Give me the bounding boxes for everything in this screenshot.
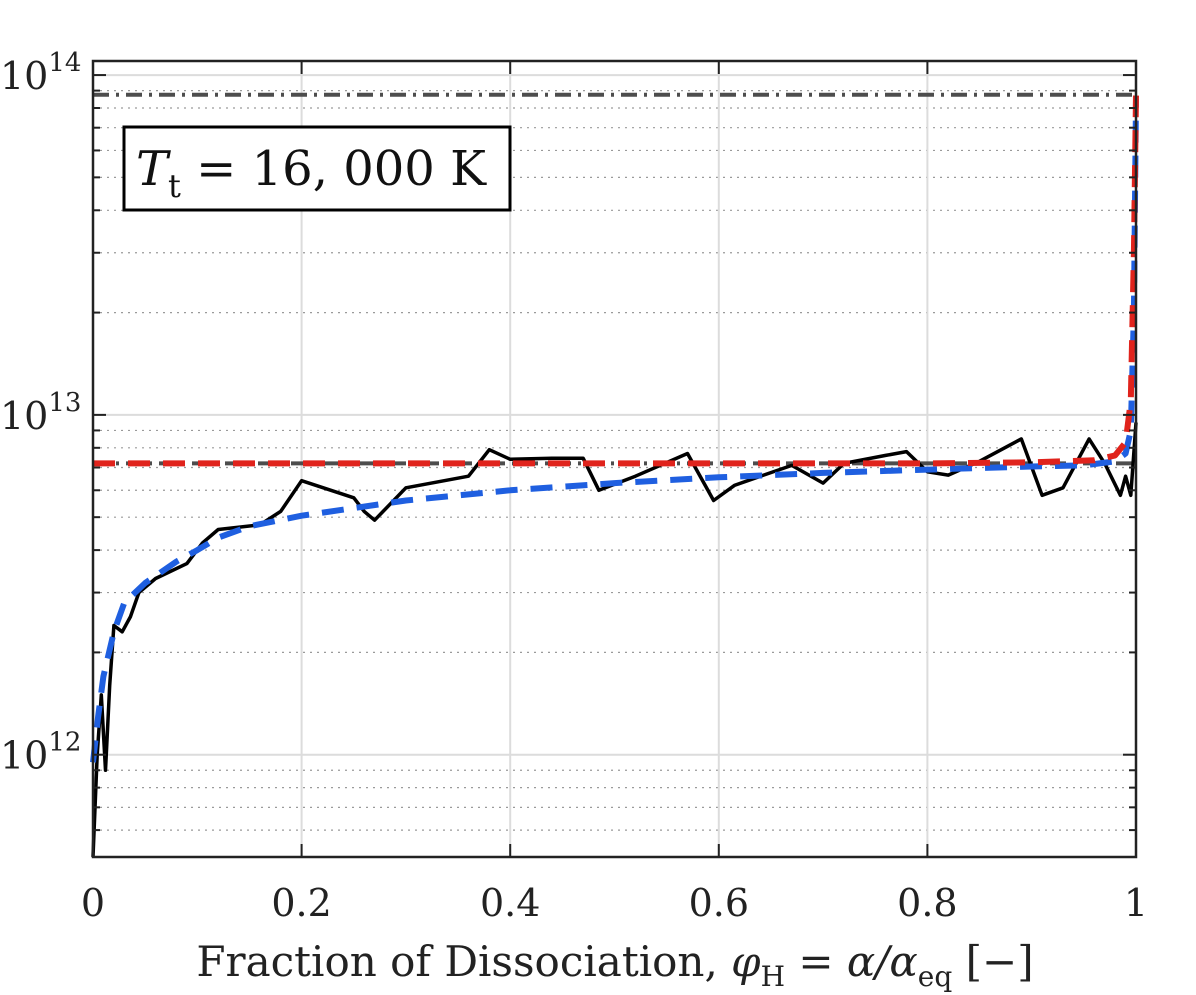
x-label-unit: [−] (952, 937, 1033, 986)
x-label-eq-sub: eq (918, 960, 953, 993)
x-tick-label: 0.6 (689, 881, 749, 925)
plot-frame (91, 59, 1138, 859)
x-label-eq: = α/α (785, 937, 918, 986)
series-line-red-dashed (93, 95, 1139, 467)
svg-text:Tt = 16, 000 K: Tt = 16, 000 K (136, 141, 487, 205)
series-layer (90, 92, 1139, 858)
x-label-main: Fraction of Dissociation, (196, 937, 731, 986)
axis-ticks (92, 61, 1137, 857)
x-label-phi: φ (731, 937, 761, 986)
series-line-black-solid (91, 422, 1138, 858)
x-tick-label: 0.8 (897, 881, 957, 925)
annotation-t: T (136, 141, 171, 197)
x-tick-label: 0 (81, 881, 105, 925)
y-tick-label: 1012 (0, 728, 81, 778)
annotation-box: Tt = 16, 000 K (122, 125, 512, 212)
x-tick-label: 0.2 (271, 881, 331, 925)
x-tick-label: 1 (1124, 881, 1148, 925)
x-tick-label: 0.4 (480, 881, 540, 925)
y-tick-labels: 1012 1013 1014 (0, 48, 81, 778)
y-tick-label: 1014 (0, 48, 81, 98)
x-axis-label: Fraction of Dissociation, φH = α/αeq [−] (196, 937, 1033, 993)
annotation-t-sub: t (168, 167, 181, 205)
x-tick-labels: 0 0.2 0.4 0.6 0.8 1 (81, 881, 1148, 925)
y-tick-label: 1013 (0, 388, 81, 438)
annotation-value: = 16, 000 K (181, 141, 487, 197)
x-label-phi-sub: H (761, 960, 785, 993)
series-line-blue-dashed (90, 99, 1139, 763)
